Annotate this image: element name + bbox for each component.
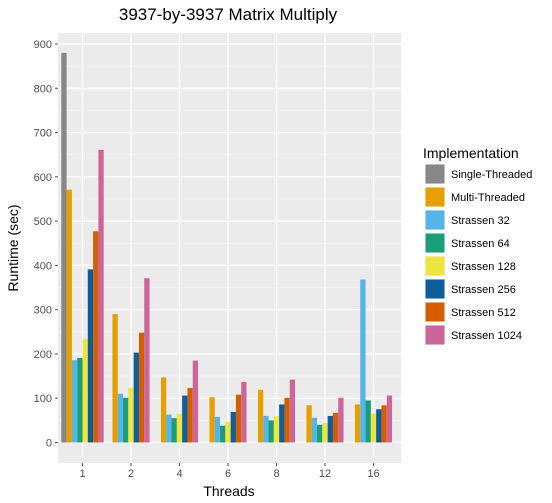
legend-swatch <box>425 233 445 253</box>
bar <box>166 414 172 443</box>
bar <box>160 377 167 443</box>
bar <box>112 314 118 443</box>
bar <box>289 379 296 443</box>
legend-label: Strassen 32 <box>451 215 510 227</box>
bar <box>279 404 285 443</box>
bar <box>87 269 94 443</box>
y-tick-label: 900 <box>34 39 52 51</box>
legend-label: Strassen 512 <box>451 307 516 319</box>
bar <box>235 394 242 443</box>
legend-title: Implementation <box>423 145 519 161</box>
x-tick-label: 8 <box>273 468 279 480</box>
bar <box>133 352 139 443</box>
bar <box>187 388 193 443</box>
bar <box>128 388 134 443</box>
bar <box>338 397 344 443</box>
x-tick-label: 4 <box>176 468 182 480</box>
plot-area <box>58 33 401 463</box>
bar <box>209 397 215 443</box>
chart-title: 3937-by-3937 Matrix Multiply <box>119 5 338 24</box>
bar <box>263 415 269 443</box>
bar <box>214 416 221 443</box>
bar <box>284 397 290 443</box>
x-tick-label: 1 <box>79 468 85 480</box>
x-tick-label: 6 <box>225 468 231 480</box>
bars <box>61 52 393 443</box>
legend-items: Single-Threaded Multi-Threaded Strassen 32… <box>425 164 532 345</box>
y-tick-label: 200 <box>34 349 52 361</box>
bar <box>176 413 183 443</box>
y-axis-title: Runtime (sec) <box>5 204 21 291</box>
y-tick-label: 100 <box>34 393 52 405</box>
legend-swatch <box>425 256 445 276</box>
bar <box>327 415 333 443</box>
legend-label: Multi-Threaded <box>451 192 525 204</box>
legend-swatch <box>425 187 445 207</box>
bar <box>225 421 231 443</box>
x-axis: 1 2 4 6 8 12 16 <box>79 463 380 480</box>
bar <box>317 424 323 443</box>
bar <box>360 279 366 443</box>
legend-swatch <box>425 302 445 322</box>
bar <box>386 395 393 443</box>
legend-label: Strassen 1024 <box>451 330 522 342</box>
bar <box>117 393 124 443</box>
x-tick-label: 2 <box>128 468 134 480</box>
y-tick-label: 400 <box>34 260 52 272</box>
bar <box>71 360 78 443</box>
bar <box>171 418 177 443</box>
bar <box>365 400 371 443</box>
bar <box>66 189 72 443</box>
bar <box>123 397 129 443</box>
legend-label: Strassen 128 <box>451 261 516 273</box>
bar <box>273 416 280 443</box>
bar <box>322 423 328 443</box>
bar <box>192 360 199 443</box>
x-axis-title: Threads <box>203 483 254 499</box>
legend: Implementation Single-Threaded Multi-Thre… <box>423 145 532 345</box>
bar <box>230 411 236 443</box>
bar <box>306 405 312 443</box>
bar <box>138 332 145 443</box>
bar <box>332 412 339 443</box>
y-axis: 0 100 200 300 400 500 600 700 800 900 <box>34 39 58 450</box>
y-tick-label: 800 <box>34 83 52 95</box>
bar <box>257 389 264 443</box>
legend-swatch <box>425 210 445 230</box>
y-tick-label: 500 <box>34 216 52 228</box>
bar <box>98 149 104 443</box>
bar <box>144 278 150 443</box>
bar <box>268 420 274 443</box>
y-tick-label: 700 <box>34 128 52 140</box>
y-tick-label: 300 <box>34 305 52 317</box>
x-tick-label: 16 <box>367 468 379 480</box>
bar <box>311 417 318 443</box>
legend-swatch <box>425 164 445 184</box>
x-tick-label: 12 <box>319 468 331 480</box>
bar <box>82 338 88 443</box>
legend-swatch <box>425 325 445 345</box>
legend-label: Single-Threaded <box>451 169 532 181</box>
y-tick-label: 600 <box>34 172 52 184</box>
bar <box>93 231 99 443</box>
bar <box>61 52 67 443</box>
y-tick-label: 0 <box>46 438 52 450</box>
bar <box>354 404 361 443</box>
legend-swatch <box>425 279 445 299</box>
bar <box>241 381 247 443</box>
bar <box>220 425 226 443</box>
bar <box>381 405 387 443</box>
bar <box>77 357 83 443</box>
bar <box>370 413 377 443</box>
legend-label: Strassen 64 <box>451 238 510 250</box>
bar <box>182 395 188 443</box>
bar <box>376 409 382 443</box>
legend-label: Strassen 256 <box>451 284 516 296</box>
